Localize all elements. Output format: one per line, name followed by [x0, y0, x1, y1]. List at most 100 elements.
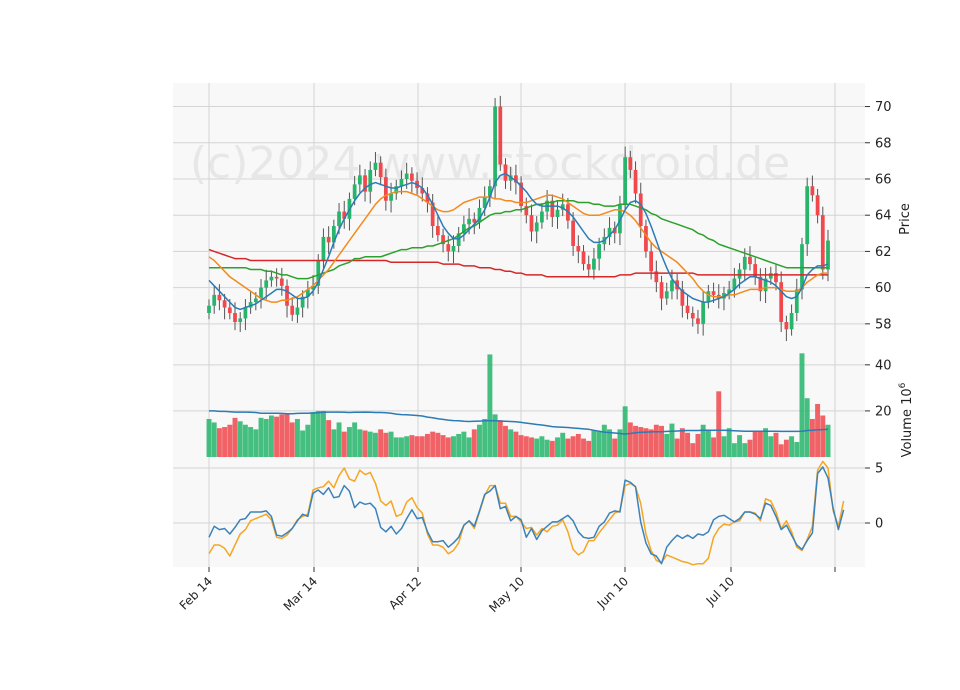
candle-body	[701, 302, 706, 324]
volume-ma-line	[209, 410, 829, 435]
candle-body	[425, 193, 430, 203]
candle-body	[498, 106, 503, 165]
volume-bar	[726, 428, 732, 457]
candle-body	[300, 296, 305, 308]
volume-bar	[705, 430, 711, 457]
candle-body	[800, 244, 804, 290]
volume-bar	[336, 422, 342, 457]
candle-body	[633, 169, 638, 194]
volume-bar	[248, 427, 254, 457]
candle-body	[389, 193, 393, 201]
volume-bars	[206, 353, 831, 457]
volume-bar	[466, 437, 472, 457]
price-tick-label: 68	[875, 136, 892, 151]
volume-bar	[742, 443, 748, 457]
volume-bar	[404, 436, 410, 457]
volume-bar	[372, 432, 378, 457]
candle-body	[373, 162, 378, 170]
volume-bar	[456, 433, 462, 457]
candle-body	[742, 256, 747, 270]
volume-bar	[440, 435, 446, 457]
candle-body	[503, 164, 508, 181]
candle-body	[462, 224, 466, 234]
candle-body	[420, 188, 425, 194]
volume-bar	[544, 439, 550, 457]
candle-body	[571, 220, 575, 246]
candle-body	[441, 235, 445, 245]
oscillator-main-line	[208, 466, 845, 565]
volume-bar	[653, 424, 659, 457]
candle-body	[342, 211, 347, 219]
volume-bar	[549, 440, 555, 457]
sma-short-line	[208, 172, 829, 311]
volume-bar	[513, 431, 519, 457]
candle-body	[789, 312, 794, 330]
sma-long-line	[209, 199, 828, 280]
volume-bar	[414, 436, 420, 457]
volume-bar	[492, 414, 498, 457]
candle-body	[597, 244, 601, 259]
price-tick-label: 70	[875, 100, 892, 115]
candle-body	[514, 175, 518, 183]
candle-body	[436, 226, 440, 236]
oscillator-lines	[208, 460, 845, 566]
candle-body	[357, 175, 362, 185]
volume-bar	[477, 424, 482, 457]
candle-body	[664, 291, 669, 299]
candle-body	[238, 318, 243, 323]
volume-bar	[315, 410, 321, 457]
volume-bar	[482, 418, 488, 457]
candle-body	[233, 312, 237, 323]
candle-body	[696, 318, 700, 324]
candle-body	[774, 273, 778, 283]
oscillator-panel-bg	[173, 457, 865, 567]
volume-bar	[737, 435, 743, 457]
volume-bar	[378, 429, 384, 457]
volume-bar	[783, 439, 789, 457]
volume-bar	[685, 432, 691, 457]
volume-bar	[690, 443, 696, 457]
volume-bar	[357, 429, 363, 457]
x-tick-label: Jul 10	[703, 574, 737, 608]
oscillator-signal-line	[208, 460, 845, 566]
volume-bar	[518, 435, 524, 457]
candle-body	[331, 226, 336, 243]
price-tick-label: 60	[875, 281, 892, 296]
volume-bar	[211, 422, 217, 457]
candle-body	[685, 305, 690, 313]
candle-body	[326, 236, 331, 243]
volume-bar	[794, 442, 800, 457]
candle-body	[279, 278, 284, 286]
volume-bar	[253, 429, 259, 457]
candle-body	[394, 186, 399, 194]
volume-bar	[216, 428, 222, 457]
volume-bar	[570, 436, 576, 457]
candle-body	[711, 291, 716, 295]
volume-bar	[346, 427, 352, 457]
volume-bar	[534, 438, 540, 457]
oscillator-tick-label: 0	[875, 517, 883, 532]
candle-body	[784, 322, 789, 330]
volume-bar	[586, 440, 592, 457]
candle-body	[467, 218, 471, 225]
candle-body	[555, 209, 560, 217]
candle-body	[430, 202, 435, 227]
volume-bar	[700, 424, 706, 457]
volume-bar	[716, 391, 722, 457]
volume-bar	[487, 354, 493, 457]
candle-body	[337, 211, 341, 227]
candle-body	[628, 157, 633, 170]
price-tick-label: 66	[875, 172, 892, 187]
candle-body	[285, 285, 289, 306]
volume-bar	[398, 437, 404, 457]
candle-body	[378, 162, 383, 178]
candle-body	[482, 197, 487, 208]
candle-body	[586, 264, 591, 270]
x-tick-label: Jun 10	[594, 574, 631, 611]
volume-bar	[232, 417, 238, 457]
candle-body	[534, 222, 539, 232]
candle-body	[217, 294, 222, 301]
candle-body	[644, 226, 648, 252]
volume-bar	[279, 414, 285, 457]
volume-bar	[326, 420, 332, 457]
